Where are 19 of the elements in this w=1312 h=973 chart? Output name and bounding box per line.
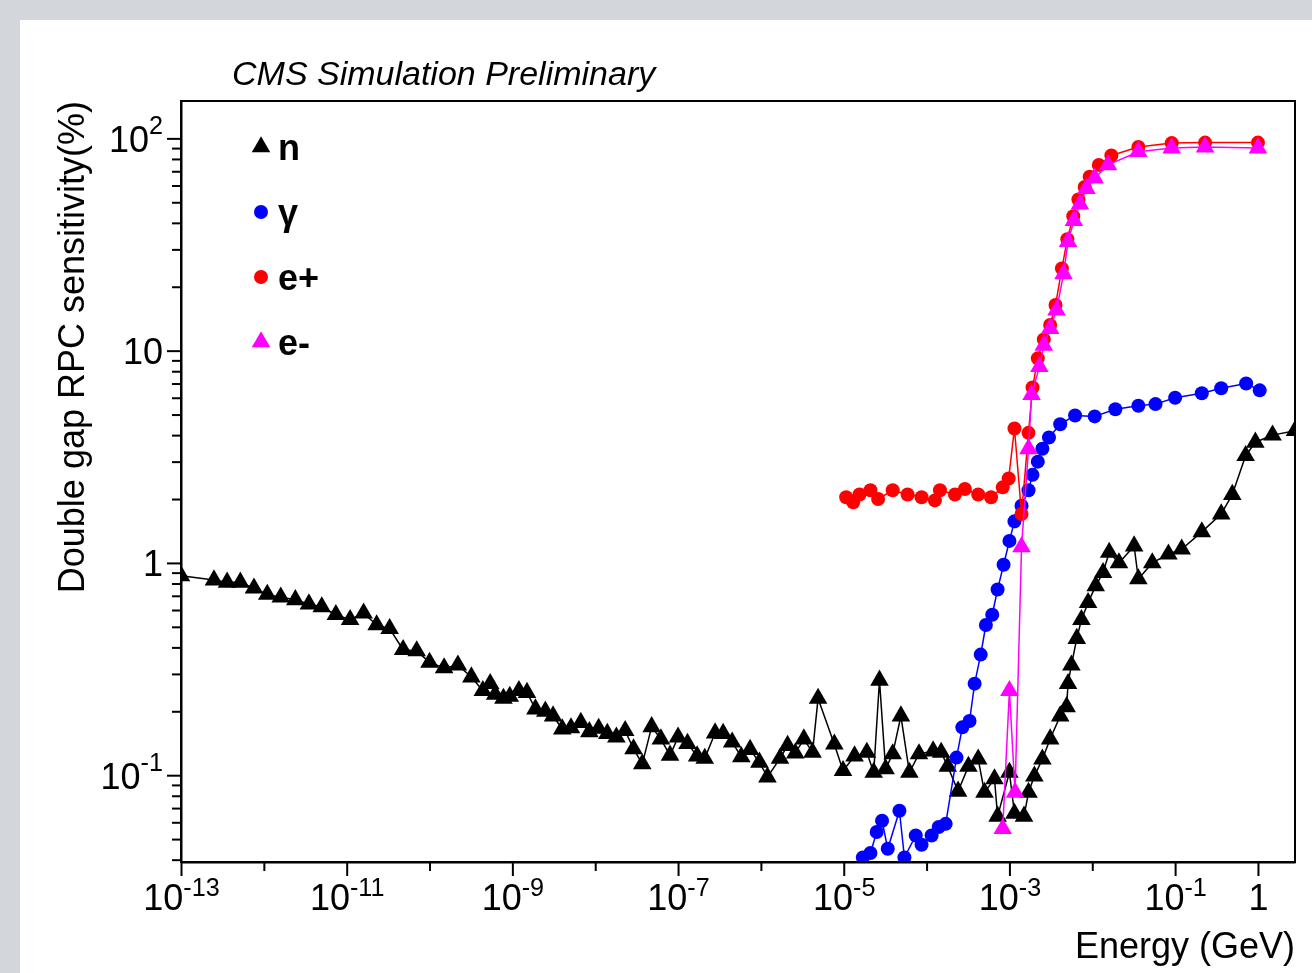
x-tick-label: 10$^{-13}$ (143, 872, 220, 918)
y-tick-label: 10 (122, 330, 163, 372)
y-tick-label: 1 (142, 542, 163, 584)
chart-title: CMS Simulation Preliminary (232, 54, 658, 92)
y-axis-title: Double gap RPC sensitivity(%) (51, 101, 92, 594)
x-tick-label: 10$^{-5}$ (813, 872, 876, 918)
x-tick-label: 10$^{-7}$ (647, 872, 710, 918)
x-tick-label: 1 (1248, 876, 1269, 918)
legend-label: e- (278, 322, 311, 363)
x-tick-label: 10$^{-1}$ (1144, 872, 1207, 918)
y-tick-label: 10$^{-1}$ (100, 747, 163, 797)
x-axis-title: Energy (GeV) (1074, 925, 1295, 966)
legend-label: e+ (278, 257, 320, 298)
y-tick-label: 10$^{2}$ (108, 110, 163, 160)
legend-label: γ (278, 192, 299, 233)
x-tick-label: 10$^{-11}$ (309, 872, 385, 918)
x-tick-label: 10$^{-3}$ (978, 872, 1042, 918)
legend-label: n (278, 127, 300, 168)
x-tick-label: 10$^{-9}$ (481, 872, 545, 918)
